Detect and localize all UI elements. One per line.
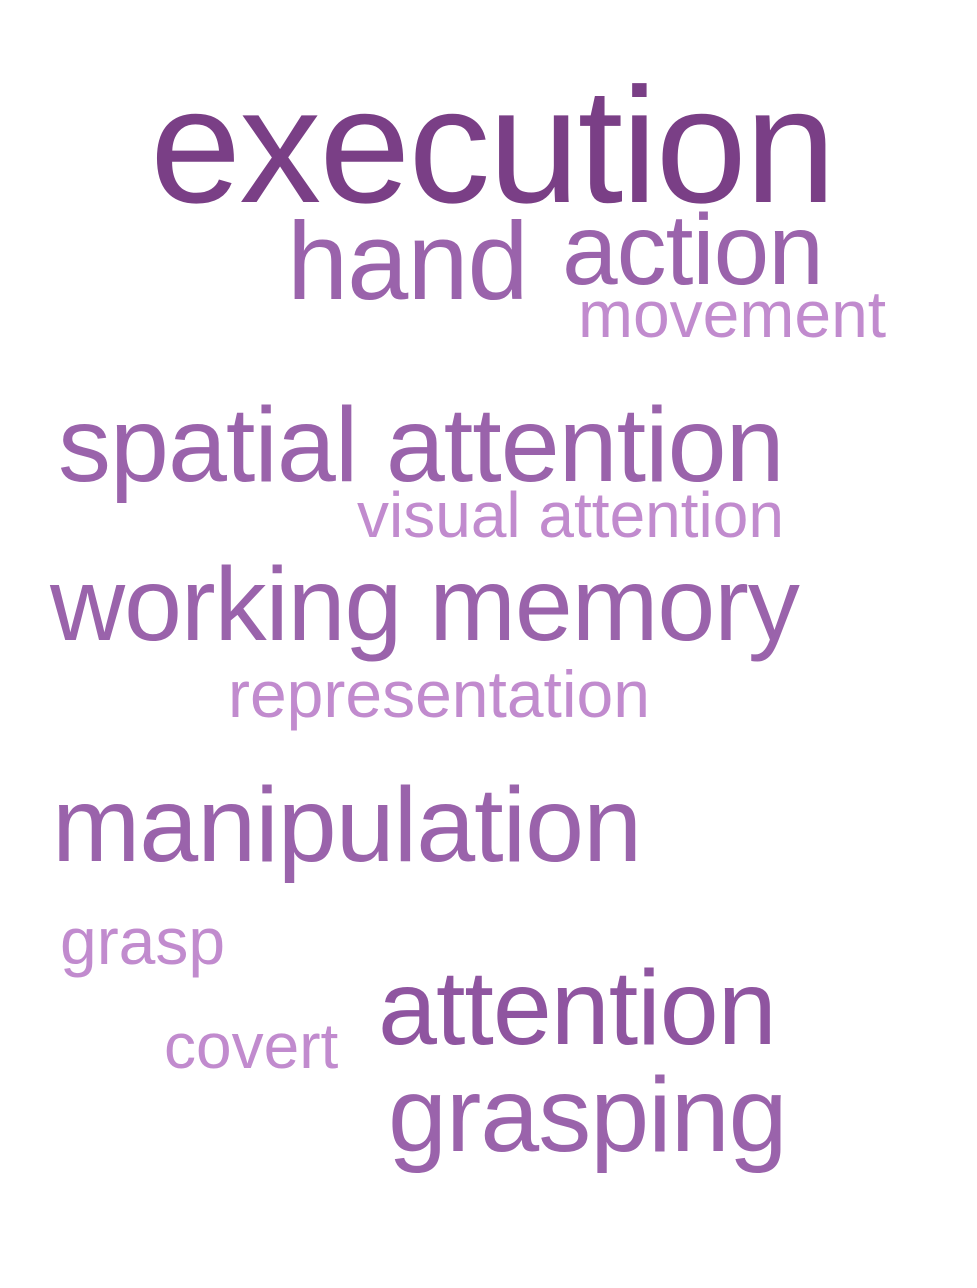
word-hand: hand (287, 200, 529, 323)
word-action: action (562, 194, 824, 306)
word-working-memory: working memory (50, 547, 800, 663)
word-covert: covert (164, 1010, 339, 1082)
word-execution: execution (150, 54, 836, 237)
word-movement: movement (578, 277, 887, 351)
word-visual-attention: visual attention (357, 479, 784, 551)
word-grasp: grasp (60, 904, 226, 978)
word-attention: attention (378, 949, 777, 1067)
word-spatial-attention: spatial attention (58, 386, 785, 504)
word-manipulation: manipulation (52, 766, 642, 884)
word-grasping: grasping (388, 1056, 788, 1174)
word-representation: representation (228, 657, 650, 731)
